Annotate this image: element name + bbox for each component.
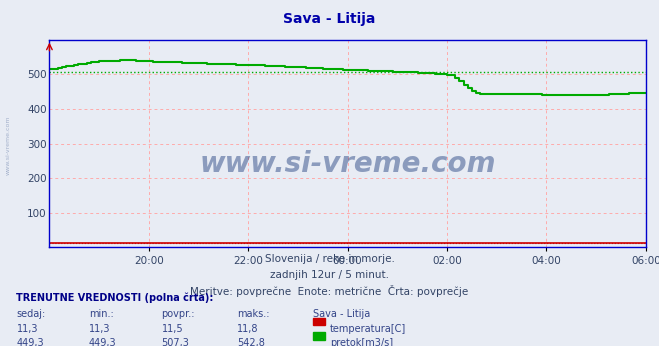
Text: 449,3: 449,3: [89, 338, 117, 346]
Text: pretok[m3/s]: pretok[m3/s]: [330, 338, 393, 346]
Text: Slovenija / reke in morje.: Slovenija / reke in morje.: [264, 254, 395, 264]
Text: temperatura[C]: temperatura[C]: [330, 324, 407, 334]
Text: maks.:: maks.:: [237, 309, 270, 319]
Text: 507,3: 507,3: [161, 338, 189, 346]
Text: Sava - Litija: Sava - Litija: [313, 309, 370, 319]
Text: 11,3: 11,3: [89, 324, 111, 334]
Text: 11,8: 11,8: [237, 324, 259, 334]
Text: www.si-vreme.com: www.si-vreme.com: [5, 116, 11, 175]
Text: sedaj:: sedaj:: [16, 309, 45, 319]
Text: 449,3: 449,3: [16, 338, 44, 346]
Text: zadnjih 12ur / 5 minut.: zadnjih 12ur / 5 minut.: [270, 270, 389, 280]
Text: Meritve: povprečne  Enote: metrične  Črta: povprečje: Meritve: povprečne Enote: metrične Črta:…: [190, 285, 469, 298]
Text: min.:: min.:: [89, 309, 114, 319]
Text: povpr.:: povpr.:: [161, 309, 195, 319]
Text: Sava - Litija: Sava - Litija: [283, 12, 376, 26]
Text: TRENUTNE VREDNOSTI (polna črta):: TRENUTNE VREDNOSTI (polna črta):: [16, 292, 214, 303]
Text: 11,3: 11,3: [16, 324, 38, 334]
Text: 11,5: 11,5: [161, 324, 183, 334]
Text: www.si-vreme.com: www.si-vreme.com: [200, 151, 496, 178]
Text: 542,8: 542,8: [237, 338, 265, 346]
